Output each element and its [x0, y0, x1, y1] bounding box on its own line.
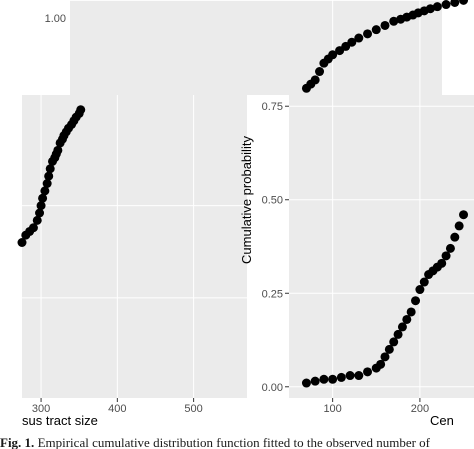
data-point: [17, 238, 27, 247]
data-point: [310, 75, 320, 85]
data-point: [397, 322, 407, 332]
data-point: [319, 374, 329, 384]
data-point: [376, 359, 386, 369]
y-tick-label: 0.50: [262, 195, 283, 207]
x-tick-label: 400: [108, 403, 126, 415]
right-y-axis-label: Cumulative probability: [239, 136, 254, 264]
data-point: [380, 20, 390, 30]
right-panel: 0.00 0.25 0.50 0.75 100 200 Cumulative proba…: [239, 95, 474, 428]
data-point: [36, 201, 46, 211]
left-panel-background: [22, 95, 247, 398]
data-point: [425, 4, 435, 14]
caption-lead: Fig. 1.: [0, 436, 35, 449]
right-panel-points: [301, 210, 469, 388]
right-panel-background: [289, 95, 474, 398]
data-point: [301, 378, 311, 388]
data-point: [42, 179, 52, 188]
left-panel-points: [17, 105, 86, 247]
data-point: [45, 164, 55, 174]
data-point: [441, 0, 451, 10]
data-point: [393, 329, 403, 339]
data-point: [354, 371, 364, 381]
y-tick-label: 0.00: [262, 382, 283, 394]
data-point: [441, 251, 451, 261]
caption-text: Empirical cumulative distribution functi…: [37, 436, 430, 449]
data-point: [336, 372, 346, 382]
data-point: [345, 371, 355, 381]
data-point: [411, 296, 421, 306]
data-point: [437, 258, 447, 268]
data-point: [406, 307, 416, 317]
data-point: [76, 105, 86, 115]
x-tick-label: 200: [411, 403, 429, 415]
top-panel-background: [70, 0, 442, 95]
x-tick-label: 300: [32, 403, 50, 415]
data-point: [380, 352, 390, 362]
data-point: [389, 16, 399, 26]
left-panel: 300 400 500 sus tract size: [17, 95, 247, 428]
data-point: [35, 208, 45, 218]
left-x-ticks: 300 400 500: [32, 398, 203, 415]
top-y-tick-label: 1.00: [45, 13, 66, 25]
data-point: [354, 33, 364, 43]
right-x-axis-label: Cen: [430, 413, 454, 428]
data-point: [315, 67, 325, 77]
data-point: [53, 145, 63, 155]
data-point: [459, 210, 469, 220]
data-point: [40, 186, 50, 196]
top-panel: 1.00: [45, 0, 469, 95]
data-point: [432, 2, 442, 12]
data-point: [38, 193, 48, 203]
data-point: [371, 25, 381, 35]
data-point: [32, 215, 42, 225]
data-point: [347, 37, 357, 47]
data-point: [415, 285, 425, 295]
data-point: [363, 367, 373, 377]
data-point: [450, 0, 460, 7]
data-point: [450, 232, 460, 242]
data-point: [402, 314, 412, 324]
x-tick-label: 500: [184, 403, 202, 415]
x-tick-label: 100: [323, 403, 341, 415]
y-tick-label: 0.25: [262, 288, 283, 300]
data-point: [419, 277, 429, 287]
right-x-ticks: 100 200: [323, 398, 429, 415]
data-point: [44, 171, 54, 181]
data-point: [328, 374, 338, 384]
data-point: [28, 223, 38, 233]
top-panel-points: [301, 0, 469, 93]
left-panel-grid: [22, 95, 247, 398]
data-point: [310, 376, 320, 386]
data-point: [363, 29, 373, 39]
right-y-ticks: 0.00 0.25 0.50 0.75: [262, 101, 289, 394]
data-point: [384, 344, 394, 354]
data-point: [389, 337, 399, 347]
figure-caption: Fig. 1. Empirical cumulative distributio…: [0, 436, 474, 449]
right-panel-grid: [289, 95, 474, 398]
left-x-axis-label: sus tract size: [22, 413, 98, 428]
data-point: [445, 243, 455, 253]
data-point: [454, 221, 464, 231]
data-point: [328, 50, 338, 60]
y-tick-label: 0.75: [262, 101, 283, 113]
data-point: [459, 0, 469, 5]
